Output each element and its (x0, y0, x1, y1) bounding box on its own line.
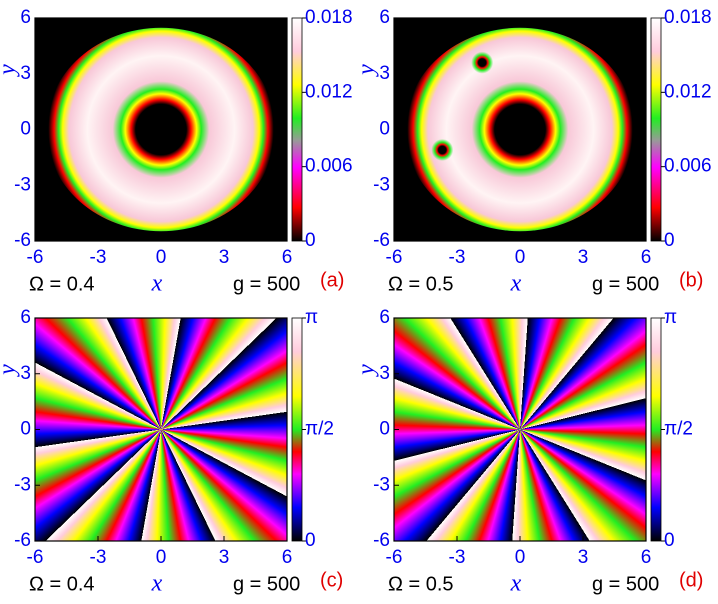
annotation: g = 500 (233, 573, 300, 595)
x-tick-label: 0 (156, 247, 167, 268)
colorbar-tick-label: π (664, 307, 677, 328)
x-axis-label: x (510, 571, 522, 597)
y-axis-label: y (0, 64, 21, 77)
x-tick-label: -6 (27, 547, 44, 568)
annotation: g = 500 (592, 573, 659, 595)
y-axis-label: y (354, 64, 380, 77)
colorbar-tick-label: π (305, 307, 318, 328)
colorbar-tick-label: π/2 (305, 419, 334, 440)
y-tick-label: -6 (14, 230, 31, 251)
x-tick-label: 0 (515, 547, 526, 568)
y-tick-label: 3 (20, 363, 31, 384)
x-tick-label: 6 (282, 547, 293, 568)
colorbar (291, 317, 303, 542)
x-tick-label: 3 (578, 247, 589, 268)
x-tick-label: -3 (449, 247, 466, 268)
y-tick-label: 0 (379, 419, 390, 440)
x-tick-label: -3 (449, 547, 466, 568)
colorbar-tick-label: 0 (305, 230, 316, 251)
x-tick-label: -3 (90, 247, 107, 268)
x-axis-label: x (151, 571, 163, 597)
heatmap-image (35, 318, 287, 541)
heatmap-image (35, 18, 287, 241)
x-tick-label: -6 (386, 547, 403, 568)
colorbar (650, 317, 662, 542)
vortex (471, 51, 494, 74)
y-tick-label: 6 (379, 307, 390, 328)
panel-label: (a) (320, 269, 344, 291)
y-tick-label: -6 (373, 530, 390, 551)
y-axis-label: y (354, 364, 380, 377)
colorbar-tick-label: 0.006 (664, 156, 712, 177)
colorbar (291, 17, 303, 242)
y-tick-label: 3 (20, 63, 31, 84)
y-tick-label: 3 (379, 63, 390, 84)
phase-field (394, 318, 646, 541)
colorbar-tick-label: 0.006 (305, 156, 353, 177)
density-ring (46, 27, 276, 232)
annotation: Ω = 0.4 (29, 273, 95, 295)
x-tick-label: -6 (27, 247, 44, 268)
y-axis-label: y (0, 364, 21, 377)
density-ring (405, 27, 635, 232)
colorbar-tick-label: 0.018 (305, 7, 353, 28)
y-tick-label: -3 (14, 474, 31, 495)
panel-label: (b) (679, 269, 703, 291)
annotation: g = 500 (233, 273, 300, 295)
x-axis-label: x (510, 271, 522, 297)
panel-label: (d) (679, 569, 703, 591)
y-tick-label: -3 (373, 474, 390, 495)
phase-image (394, 318, 646, 541)
x-tick-label: 6 (282, 247, 293, 268)
y-tick-label: -3 (14, 174, 31, 195)
phase-field (35, 318, 287, 541)
x-tick-label: 3 (578, 547, 589, 568)
colorbar (650, 17, 662, 242)
x-tick-label: 0 (156, 547, 167, 568)
colorbar-tick-label: 0.018 (664, 7, 712, 28)
y-tick-label: 6 (20, 7, 31, 28)
x-tick-label: 3 (219, 547, 230, 568)
heatmap-image (394, 318, 646, 541)
phase-image (35, 318, 287, 541)
heatmap-image (394, 18, 646, 241)
colorbar-tick-label: 0 (305, 530, 316, 551)
annotation: Ω = 0.4 (29, 573, 95, 595)
y-tick-label: 6 (20, 307, 31, 328)
x-tick-label: 6 (641, 547, 652, 568)
colorbar-tick-label: 0.012 (664, 81, 712, 102)
x-tick-label: 3 (219, 247, 230, 268)
y-tick-label: 0 (20, 419, 31, 440)
colorbar-tick-label: 0.012 (305, 81, 353, 102)
y-tick-label: 0 (379, 119, 390, 140)
y-tick-label: 0 (20, 119, 31, 140)
x-axis-label: x (151, 271, 163, 297)
annotation: Ω = 0.5 (388, 273, 454, 295)
colorbar-tick-label: 0 (664, 230, 675, 251)
y-tick-label: 3 (379, 363, 390, 384)
y-tick-label: -3 (373, 174, 390, 195)
x-tick-label: 6 (641, 247, 652, 268)
x-tick-label: -6 (386, 247, 403, 268)
annotation: Ω = 0.5 (388, 573, 454, 595)
x-tick-label: 0 (515, 247, 526, 268)
annotation: g = 500 (592, 273, 659, 295)
x-tick-label: -3 (90, 547, 107, 568)
colorbar-tick-label: 0 (664, 530, 675, 551)
y-tick-label: 6 (379, 7, 390, 28)
panel-label: (c) (320, 569, 343, 591)
y-tick-label: -6 (373, 230, 390, 251)
y-tick-label: -6 (14, 530, 31, 551)
vortex (431, 138, 454, 161)
colorbar-tick-label: π/2 (664, 419, 693, 440)
